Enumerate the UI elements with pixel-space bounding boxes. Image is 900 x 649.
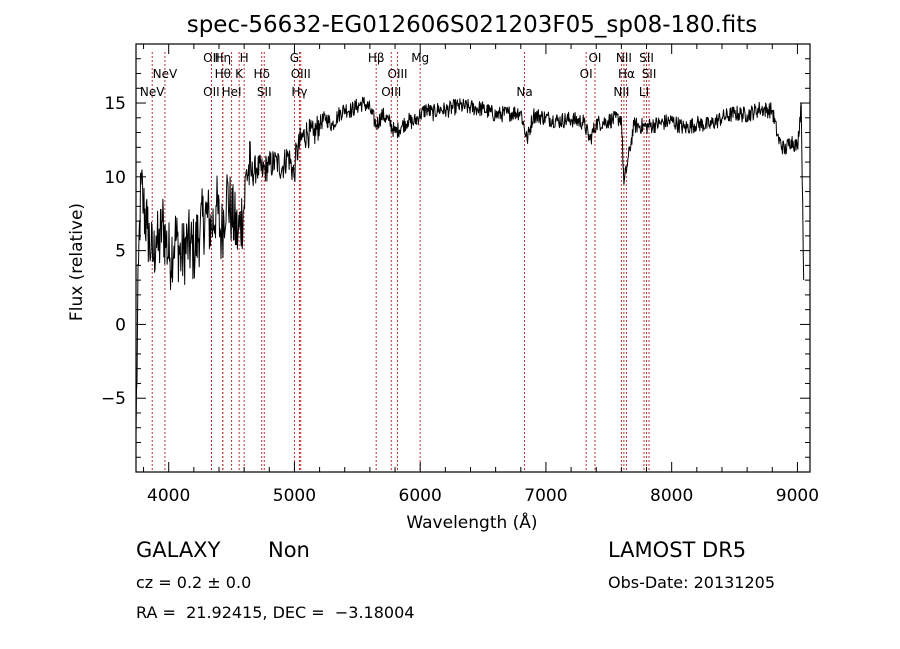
x-axis-label: Wavelength (Å): [406, 511, 537, 533]
line-marker-label: SII: [257, 85, 272, 99]
y-tick-label: 10: [104, 168, 126, 188]
object-subclass: Non: [268, 538, 310, 562]
line-markers: [151, 52, 650, 472]
line-marker-label: NII: [613, 85, 629, 99]
line-marker-label: NeV: [140, 85, 165, 99]
x-tick-label: 7000: [524, 486, 567, 506]
line-marker-label: OII: [203, 51, 220, 65]
x-tick-label: 8000: [650, 486, 693, 506]
line-marker-label: H: [240, 51, 249, 65]
x-tick-label: 5000: [273, 486, 316, 506]
y-tick-label: 5: [115, 242, 126, 262]
x-tick-label: 9000: [776, 486, 819, 506]
chart-title: spec-56632-EG012606S021203F05_sp08-180.f…: [187, 12, 758, 38]
x-axis-ticks: 4000 5000 6000 7000 8000 9000: [143, 44, 819, 506]
plot-frame: [135, 43, 811, 473]
y-axis-label: Flux (relative): [67, 203, 87, 321]
line-marker-label: Hβ: [368, 51, 385, 65]
line-marker-label: Hγ: [291, 85, 307, 99]
line-marker-label: LI: [639, 85, 649, 99]
line-marker-label: OIII: [291, 67, 311, 81]
y-tick-label: 15: [104, 94, 126, 114]
line-marker-label: OI: [588, 51, 601, 65]
line-marker-label: OIII: [388, 67, 408, 81]
line-marker-label: Hη: [214, 51, 231, 65]
line-marker-label: OII: [203, 85, 220, 99]
line-marker-label: HeI: [222, 85, 242, 99]
object-class: GALAXY: [136, 538, 221, 562]
x-tick-label: 6000: [399, 486, 442, 506]
survey-name: LAMOST DR5: [608, 538, 747, 562]
line-marker-label: OIII: [381, 85, 401, 99]
line-marker-label: G: [290, 51, 299, 65]
redshift-value: cz = 0.2 ± 0.0: [136, 573, 252, 592]
line-marker-label: Na: [516, 85, 532, 99]
line-marker-label: NII: [616, 51, 632, 65]
line-marker-label: Hα: [618, 67, 635, 81]
x-tick-label: 4000: [147, 486, 190, 506]
line-marker-label: SII: [642, 67, 657, 81]
line-marker-label: K: [235, 67, 244, 81]
ra-dec-coordinates: RA = 21.92415, DEC = −3.18004: [136, 603, 415, 622]
y-axis-ticks: −5 0 5 10 15: [101, 58, 810, 458]
y-tick-label: −5: [101, 389, 126, 409]
line-marker-label: Mg: [411, 51, 429, 65]
line-marker-labels: NeVNeVOIIOIIHηHθHeIKHHδSIIGOIIIHγHβOIIIO…: [140, 51, 656, 99]
observation-date: Obs-Date: 20131205: [608, 573, 776, 592]
line-marker-label: OI: [580, 67, 593, 81]
line-marker-label: NeV: [153, 67, 178, 81]
line-marker-label: Hθ: [215, 67, 231, 81]
line-marker-label: SII: [639, 51, 654, 65]
y-tick-label: 0: [115, 315, 126, 335]
spectrum-line: [135, 96, 805, 436]
line-marker-label: Hδ: [254, 67, 270, 81]
